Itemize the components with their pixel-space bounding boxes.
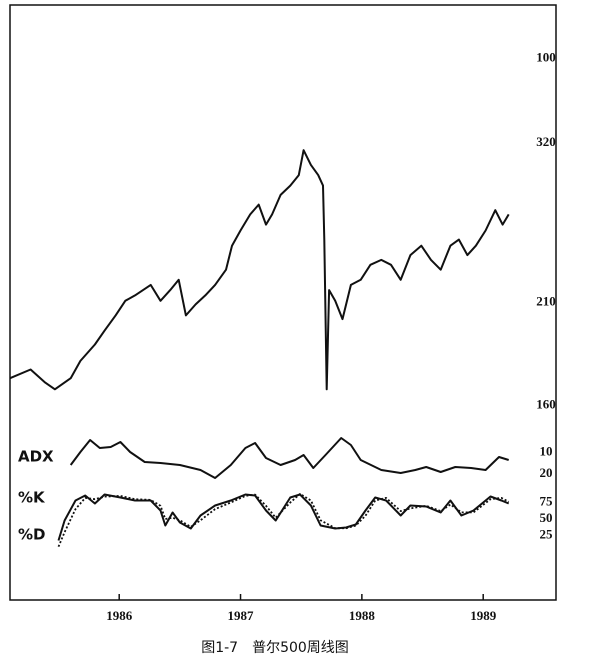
x-tick-label: 1986 [106, 608, 133, 623]
y-tick-label: 75 [540, 493, 554, 508]
y-tick-label: 10 [540, 443, 553, 458]
x-tick-label: 1988 [349, 608, 376, 623]
y-tick-label: 50 [540, 510, 553, 525]
frame [9, 4, 557, 601]
y-tick-label: 160 [536, 397, 556, 412]
series-line [57, 493, 510, 541]
series-line [69, 437, 509, 479]
y-tick-label: 210 [536, 294, 556, 309]
y-tick-label: 320 [536, 134, 556, 149]
x-tick-label: 1989 [470, 608, 497, 623]
adx-label: ADX [18, 448, 54, 466]
d-label: %D [18, 526, 45, 544]
series-line [9, 149, 510, 391]
x-tick-label: 1987 [228, 608, 255, 623]
series-line [57, 493, 510, 548]
y-tick-label: 20 [540, 465, 553, 480]
k-label: %K [18, 489, 46, 507]
y-tick-label: 25 [540, 526, 554, 541]
y-tick-label: 100 [536, 49, 556, 64]
caption: 图1-7 普尔500周线图 [201, 640, 349, 656]
